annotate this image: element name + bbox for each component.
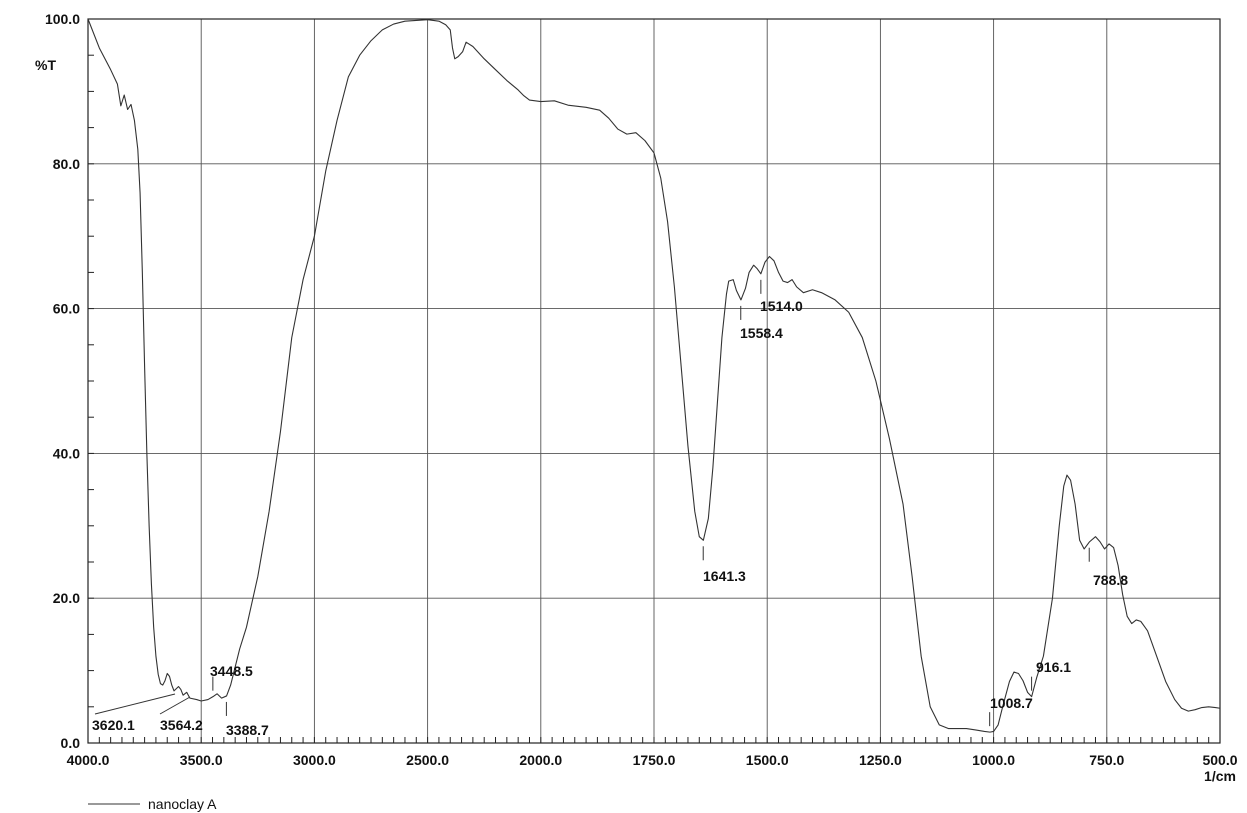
legend-label: nanoclay A [148,796,217,812]
x-tick-label: 750.0 [1089,752,1124,768]
peak-leader-line [159,696,191,715]
peak-leader-line [94,693,176,715]
peak-label: 1641.3 [703,568,746,584]
y-tick-label: 100.0 [45,11,80,27]
peak-label: 3388.7 [226,722,269,738]
peak-label: 1008.7 [990,695,1033,711]
peak-annotations: 3620.1 3564.2 3448.5 3388.7 1641.3 1558.4 1514… [92,279,1128,738]
peak-label: 1514.0 [760,298,803,314]
peak-label: 3564.2 [160,717,203,733]
y-tick-label: 20.0 [53,590,80,606]
x-tick-labels: 4000.0 3500.0 3000.0 2500.0 2000.0 1750.0 1500… [67,752,1238,768]
gridlines [88,19,1220,743]
x-tick-label: 1250.0 [859,752,902,768]
x-tick-label: 1500.0 [746,752,789,768]
x-tick-label: 3000.0 [293,752,336,768]
peak-label: 788.8 [1093,572,1128,588]
peak-label: 3448.5 [210,663,253,679]
y-tick-label: 40.0 [53,445,80,461]
y-tick-label: 60.0 [53,301,80,317]
y-tick-label: 0.0 [61,735,81,751]
x-tick-label: 2500.0 [406,752,449,768]
x-tick-label: 1000.0 [972,752,1015,768]
peak-label: 1558.4 [740,325,783,341]
plot-frame [87,18,1221,744]
y-tick-label: 80.0 [53,156,80,172]
series-line-nanoclay-a [87,18,1221,733]
x-tick-label: 3500.0 [180,752,223,768]
y-tick-labels: 0.0 20.0 40.0 60.0 80.0 100.0 [45,11,80,751]
legend: nanoclay A [88,796,217,812]
x-tick-label: 1750.0 [633,752,676,768]
x-tick-label: 4000.0 [67,752,110,768]
y-axis-label: %T [35,57,56,73]
x-tick-label: 2000.0 [519,752,562,768]
peak-label: 916.1 [1036,659,1071,675]
minor-ticks [87,18,1221,744]
peak-label: 3620.1 [92,717,135,733]
x-axis-label: 1/cm [1204,768,1236,784]
x-tick-label: 500.0 [1202,752,1237,768]
